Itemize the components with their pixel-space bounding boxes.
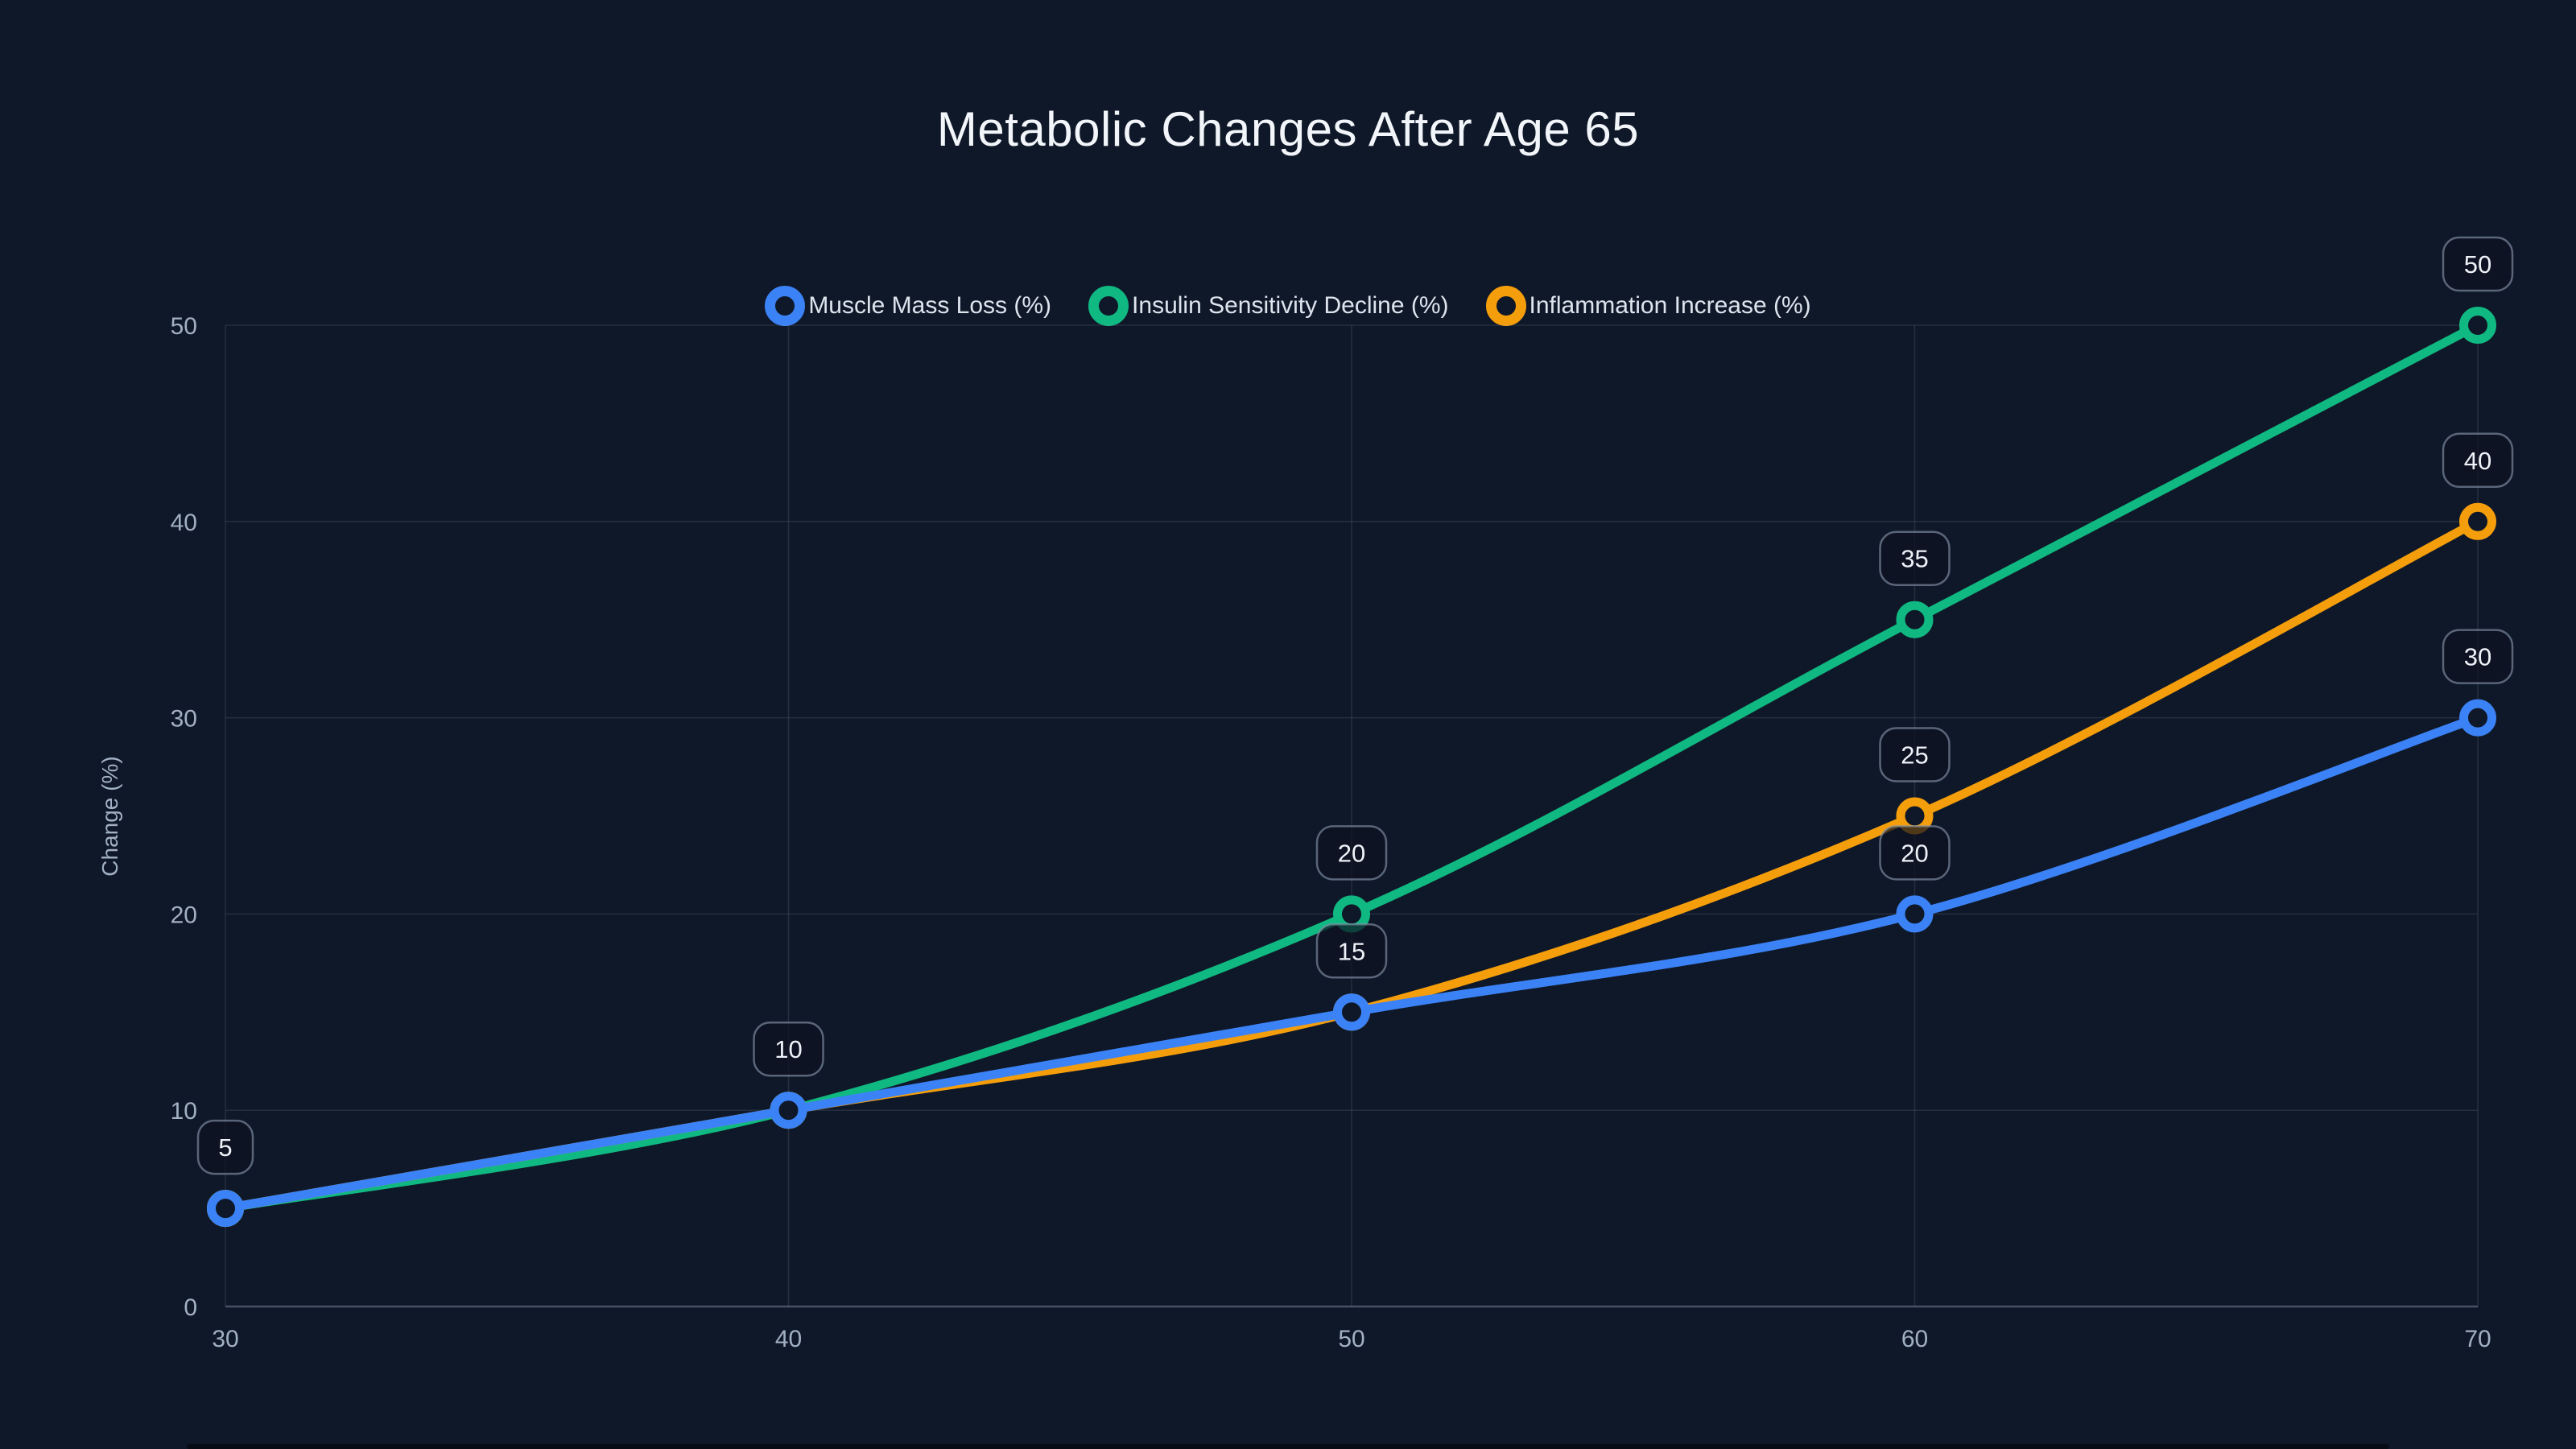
point-label-badge — [1879, 825, 1951, 881]
point-label-badge — [1315, 923, 1388, 979]
y-tick-label-20: 20 — [171, 902, 197, 928]
legend-label: Insulin Sensitivity Decline (%) — [1132, 292, 1449, 319]
data-point-muscle-mass-loss-x60[interactable] — [1896, 895, 1934, 933]
y-tick-label-40: 40 — [171, 510, 197, 536]
point-label-badge — [2442, 432, 2514, 489]
data-point-muscle-mass-loss-x30[interactable] — [207, 1190, 244, 1228]
legend-label: Inflammation Increase (%) — [1529, 292, 1811, 319]
data-point-muscle-mass-loss-x70[interactable] — [2459, 699, 2496, 737]
legend-item-muscle-mass-loss[interactable]: Muscle Mass Loss (%) — [765, 286, 1051, 326]
point-label-value: 20 — [1338, 839, 1365, 867]
y-tick-label-30: 30 — [171, 706, 197, 733]
window-bottom-edge — [187, 1444, 2389, 1449]
point-label-badge — [1879, 727, 1951, 782]
data-point-insulin-sensitivity-decline-x70[interactable] — [2459, 307, 2496, 344]
legend-item-insulin-sensitivity-decline[interactable]: Insulin Sensitivity Decline (%) — [1088, 286, 1449, 326]
x-tick-label-30: 30 — [212, 1326, 238, 1352]
point-label-value: 50 — [2464, 250, 2491, 279]
point-label-badge — [2442, 629, 2514, 684]
data-point-insulin-sensitivity-decline-x60[interactable] — [1896, 601, 1934, 638]
point-label-value: 5 — [218, 1133, 232, 1162]
y-tick-label-10: 10 — [171, 1098, 197, 1125]
point-label-value: 10 — [774, 1035, 802, 1063]
point-label-badge — [1315, 825, 1388, 881]
point-label-badge — [753, 1021, 824, 1077]
data-point-muscle-mass-loss-x50[interactable] — [1333, 993, 1370, 1031]
point-label-value: 15 — [1338, 937, 1365, 965]
point-label-value: 30 — [2464, 643, 2491, 671]
legend: Muscle Mass Loss (%) Insulin Sensitivity … — [0, 286, 2576, 326]
y-axis-title: Change (%) — [97, 756, 122, 876]
point-label-value: 20 — [1901, 839, 1928, 867]
x-tick-label-50: 50 — [1338, 1326, 1364, 1352]
legend-item-inflammation-increase[interactable]: Inflammation Increase (%) — [1485, 286, 1811, 326]
y-tick-label-50: 50 — [171, 313, 197, 340]
point-label-badge — [2442, 236, 2514, 292]
x-tick-label-70: 70 — [2464, 1326, 2491, 1352]
x-tick-label-60: 60 — [1901, 1326, 1928, 1352]
x-tick-label-40: 40 — [775, 1326, 802, 1352]
point-label-value: 40 — [2464, 447, 2491, 475]
point-label-value: 25 — [1901, 741, 1928, 770]
legend-label: Muscle Mass Loss (%) — [808, 292, 1052, 319]
y-tick-label-0: 0 — [184, 1294, 197, 1321]
chart-title: Metabolic Changes After Age 65 — [936, 102, 1640, 156]
data-point-muscle-mass-loss-x40[interactable] — [770, 1092, 807, 1129]
point-label-badge — [1879, 530, 1951, 586]
data-point-inflammation-increase-x70[interactable] — [2459, 502, 2496, 540]
point-label-value: 35 — [1901, 545, 1928, 573]
point-label-badge — [196, 1119, 254, 1175]
legend-ring-icon — [1485, 286, 1526, 326]
